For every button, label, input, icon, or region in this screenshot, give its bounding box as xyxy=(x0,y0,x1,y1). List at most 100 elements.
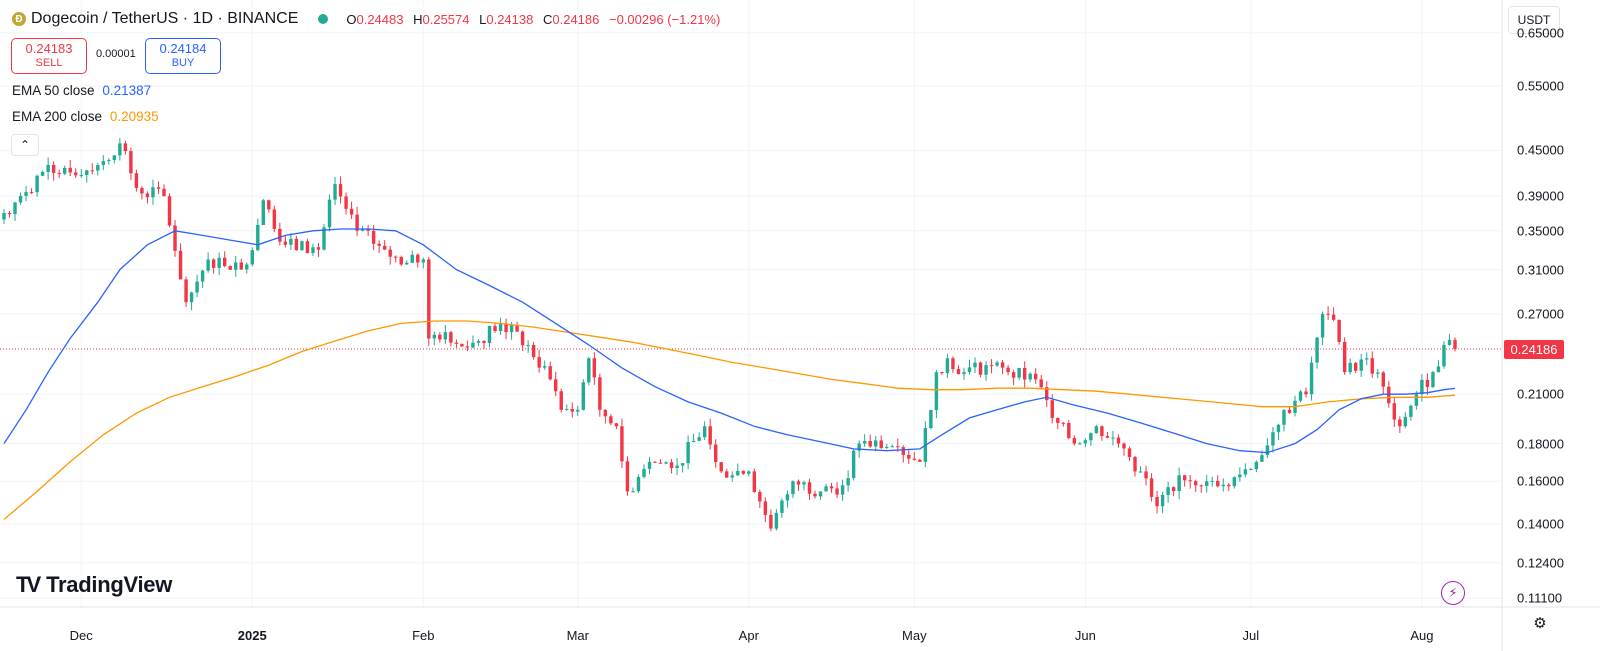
candle-body xyxy=(7,213,12,215)
price-axis-label: 0.18000 xyxy=(1517,436,1564,452)
candle-body xyxy=(1078,443,1082,445)
candle xyxy=(780,498,784,518)
candle xyxy=(1188,475,1192,489)
candle xyxy=(1033,368,1038,384)
candle xyxy=(1232,476,1237,489)
candle xyxy=(730,471,734,482)
ema200-legend[interactable]: EMA 200 close 0.20935 xyxy=(12,109,159,124)
candle xyxy=(962,367,966,380)
candle xyxy=(1078,442,1082,445)
candle-body xyxy=(686,442,690,464)
candle xyxy=(1365,352,1369,366)
candle-body xyxy=(1182,475,1187,481)
candle xyxy=(885,443,889,449)
candle xyxy=(1249,468,1253,471)
candle-body xyxy=(399,257,403,265)
candle-body xyxy=(96,164,100,171)
candle xyxy=(1425,373,1430,395)
candle-body xyxy=(1171,487,1176,492)
candle-body xyxy=(217,257,221,268)
candle-body xyxy=(725,471,729,478)
candle xyxy=(1227,483,1231,492)
candle xyxy=(1287,406,1292,414)
candle xyxy=(338,176,343,204)
currency-selector[interactable]: USDT xyxy=(1508,6,1560,34)
candle xyxy=(1331,307,1336,322)
candle-body xyxy=(515,324,519,332)
candle xyxy=(123,140,128,155)
candle-body xyxy=(1116,437,1121,444)
candle xyxy=(1144,465,1148,486)
candle xyxy=(752,468,757,493)
candle-body xyxy=(228,265,232,270)
candle-body xyxy=(1193,481,1198,486)
candle xyxy=(868,434,872,448)
candle xyxy=(1122,442,1126,456)
candle-body xyxy=(1326,313,1330,315)
candle-body xyxy=(1160,494,1165,507)
collapse-legend-button[interactable]: ⌃ xyxy=(11,134,39,156)
candle-body xyxy=(713,444,718,463)
lightning-icon[interactable]: ⚡ xyxy=(1441,581,1465,605)
candle-body xyxy=(134,173,139,189)
candle-body xyxy=(1243,469,1248,475)
candle xyxy=(1028,372,1032,383)
candle xyxy=(504,318,508,340)
low-value: 0.24138 xyxy=(486,11,534,27)
candle-body xyxy=(719,462,723,472)
candle-body xyxy=(394,256,398,258)
candle-body xyxy=(1205,481,1209,486)
sell-price: 0.24183 xyxy=(25,41,73,56)
time-axis-label: 2025 xyxy=(237,628,267,643)
candle-body xyxy=(907,454,911,459)
high-value: 0.25574 xyxy=(422,11,470,27)
candle xyxy=(90,163,94,175)
market-status-icon[interactable] xyxy=(318,14,329,24)
candle xyxy=(129,147,133,181)
candle xyxy=(482,340,486,349)
buy-button[interactable]: 0.24184 BUY xyxy=(145,38,221,74)
candle-body xyxy=(151,187,155,198)
tradingview-logo[interactable]: TV TradingView xyxy=(16,572,172,598)
candle xyxy=(57,169,61,179)
candle-body xyxy=(432,334,437,339)
candle-body xyxy=(123,143,128,152)
candle xyxy=(973,357,977,374)
candle-body xyxy=(835,488,839,495)
candle-body xyxy=(1133,456,1137,472)
candle-body xyxy=(542,366,547,368)
candle xyxy=(272,205,277,233)
candle-body xyxy=(1199,485,1203,487)
candle-body xyxy=(967,367,972,373)
candle xyxy=(476,339,481,346)
candle xyxy=(956,365,961,375)
candle-body xyxy=(813,493,817,497)
candle xyxy=(802,480,806,491)
candle xyxy=(1083,438,1088,448)
ema50-legend[interactable]: EMA 50 close 0.21387 xyxy=(12,83,151,98)
candle-body xyxy=(520,331,525,346)
candle-body xyxy=(156,187,161,189)
sell-button[interactable]: 0.24183 SELL xyxy=(11,38,87,74)
candle xyxy=(1067,419,1071,440)
candle-body xyxy=(846,478,850,486)
candle xyxy=(879,435,883,449)
candle xyxy=(1276,423,1281,441)
candle-body xyxy=(984,365,988,375)
symbol-title[interactable]: Dogecoin / TetherUS · 1D · BINANCE xyxy=(31,10,299,27)
candle xyxy=(46,157,50,180)
candle-body xyxy=(1265,445,1270,456)
candle-body xyxy=(46,164,50,172)
candle-body xyxy=(1155,496,1159,507)
candle xyxy=(1282,409,1286,432)
candle-body xyxy=(498,323,503,332)
candle xyxy=(245,262,249,274)
candle-body xyxy=(333,184,337,200)
candle-body xyxy=(145,193,150,198)
candle xyxy=(85,169,89,183)
candle-body xyxy=(471,342,475,348)
candle-body xyxy=(272,209,277,229)
price-axis-label: 0.39000 xyxy=(1517,188,1564,204)
gear-icon[interactable]: ⚙ xyxy=(1533,615,1547,632)
